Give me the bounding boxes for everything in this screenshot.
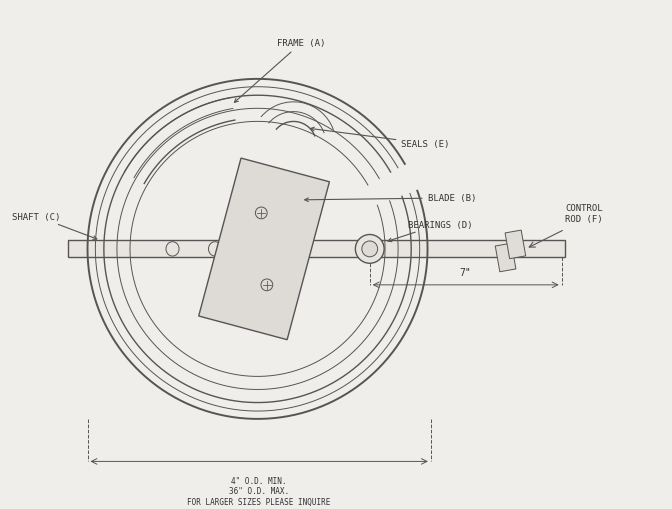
Text: FRAME (A): FRAME (A) [235,39,325,103]
Circle shape [362,241,378,257]
Circle shape [355,235,384,264]
Text: SEALS (E): SEALS (E) [310,128,450,149]
Text: BLADE (B): BLADE (B) [304,194,476,203]
Text: 4" O.D. MIN.
36" O.D. MAX.
FOR LARGER SIZES PLEASE INQUIRE: 4" O.D. MIN. 36" O.D. MAX. FOR LARGER SI… [187,476,331,505]
Text: BEARINGS (D): BEARINGS (D) [388,220,472,242]
Bar [68,241,565,258]
Ellipse shape [208,242,222,257]
Circle shape [255,208,267,219]
Bar [505,231,526,259]
Ellipse shape [166,242,179,257]
Bar [495,244,516,272]
Circle shape [261,279,273,291]
Polygon shape [199,159,329,340]
Text: 7": 7" [460,267,472,277]
Text: SHAFT (C): SHAFT (C) [12,212,97,240]
Text: CONTROL
ROD (F): CONTROL ROD (F) [565,204,603,223]
